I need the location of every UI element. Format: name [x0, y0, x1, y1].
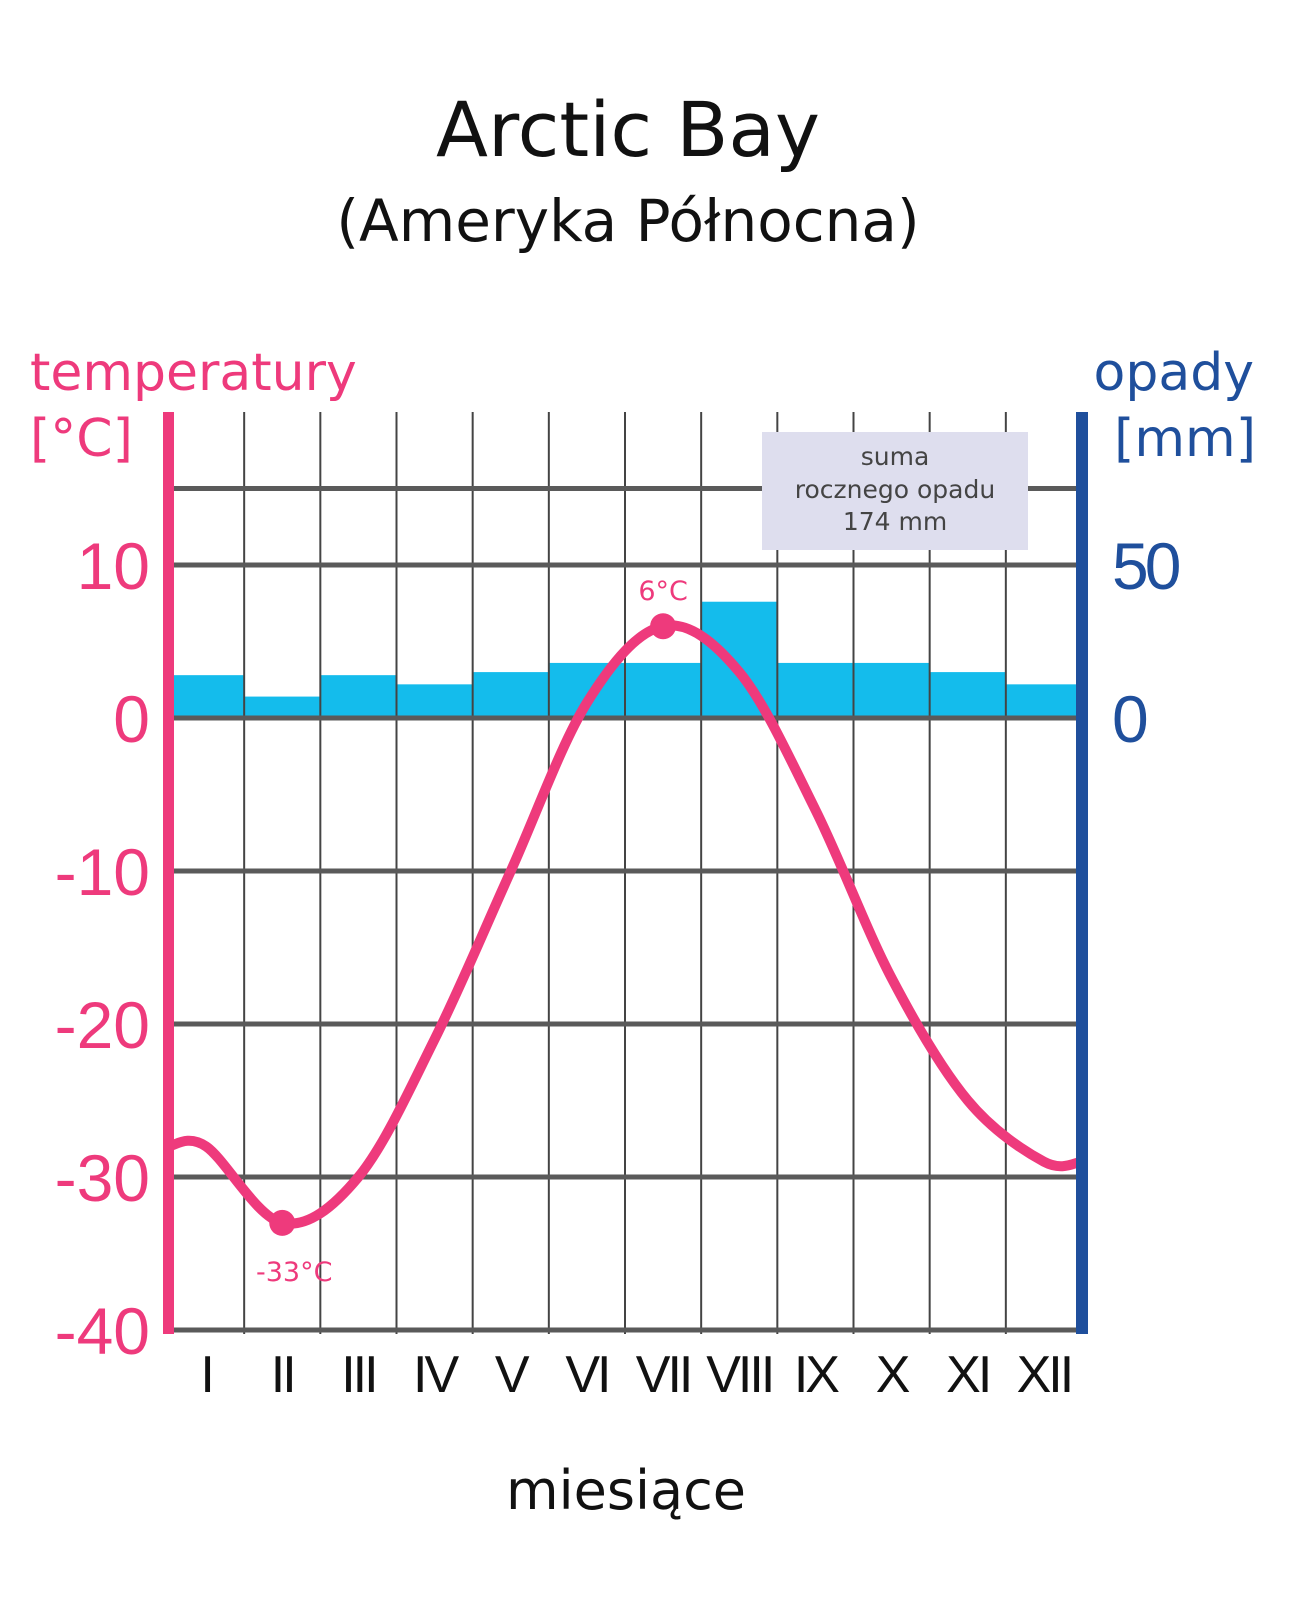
precip-bar-VII [625, 662, 702, 718]
month-label-V: V [495, 1346, 530, 1404]
month-label-IX: IX [794, 1346, 839, 1404]
month-label-IV: IV [413, 1346, 459, 1404]
month-label-VIII: VIII [706, 1346, 772, 1404]
precip-bar-IV [396, 684, 473, 718]
precip-bar-XII [1005, 684, 1082, 718]
precip-bar-VIII [701, 601, 778, 718]
left-axis-unit: [°C] [30, 409, 133, 469]
precip-bar-III [320, 675, 397, 718]
temperature-axis-bar [163, 412, 174, 1334]
precip-bar-V [472, 672, 549, 718]
left-axis-label: temperatury [30, 343, 357, 403]
grid [167, 412, 1083, 1334]
month-label-XI: XI [946, 1346, 989, 1404]
left-tick-label: -10 [55, 835, 150, 909]
summary-box-bg [762, 432, 1028, 550]
right-axis-ticks: 50 0 [1112, 529, 1184, 756]
left-tick-label: -30 [55, 1141, 150, 1215]
right-tick-label: 50 [1112, 529, 1180, 603]
precip-bar-IX [777, 662, 854, 718]
month-label-III: III [341, 1346, 375, 1404]
precipitation-bars [168, 601, 1082, 718]
chart-subtitle: (Ameryka Północna) [336, 187, 919, 255]
right-axis-label: opady [1094, 343, 1254, 403]
left-tick-label: -20 [55, 988, 150, 1062]
temperature-min-marker [269, 1209, 296, 1236]
left-tick-label: 10 [77, 529, 150, 603]
month-labels: I II III IV V VI VII VIII IX X XI XII [200, 1346, 1074, 1404]
month-label-VII: VII [636, 1346, 691, 1404]
left-tick-label: -40 [55, 1294, 150, 1368]
right-tick-label: 0 [1112, 682, 1147, 756]
summary-line-1: suma [861, 442, 930, 471]
month-label-I: I [200, 1346, 211, 1404]
left-axis-ticks: 10 0 -10 -20 -30 -40 [55, 529, 150, 1368]
temperature-min-label: -33°C [256, 1257, 332, 1288]
month-label-XII: XII [1017, 1346, 1072, 1404]
left-tick-label: 0 [113, 682, 150, 756]
precip-bar-XI [929, 672, 1006, 718]
month-label-II: II [271, 1346, 294, 1404]
chart-title: Arctic Bay [436, 85, 820, 174]
precip-bar-X [853, 662, 930, 718]
precip-bar-I [168, 675, 245, 718]
month-label-X: X [876, 1346, 910, 1404]
month-label-VI: VI [565, 1346, 608, 1404]
precip-bar-II [244, 696, 321, 718]
temperature-line [163, 620, 1087, 1229]
temperature-max-marker [650, 613, 677, 640]
x-axis-label: miesiące [506, 1459, 746, 1522]
right-axis-unit: [mm] [1114, 409, 1256, 469]
temperature-max-label: 6°C [638, 576, 688, 607]
summary-box: suma rocznego opadu 174 mm [762, 432, 1028, 550]
summary-line-3: 174 mm [843, 507, 947, 536]
precipitation-axis-bar [1076, 412, 1088, 1334]
summary-line-2: rocznego opadu [795, 475, 995, 504]
